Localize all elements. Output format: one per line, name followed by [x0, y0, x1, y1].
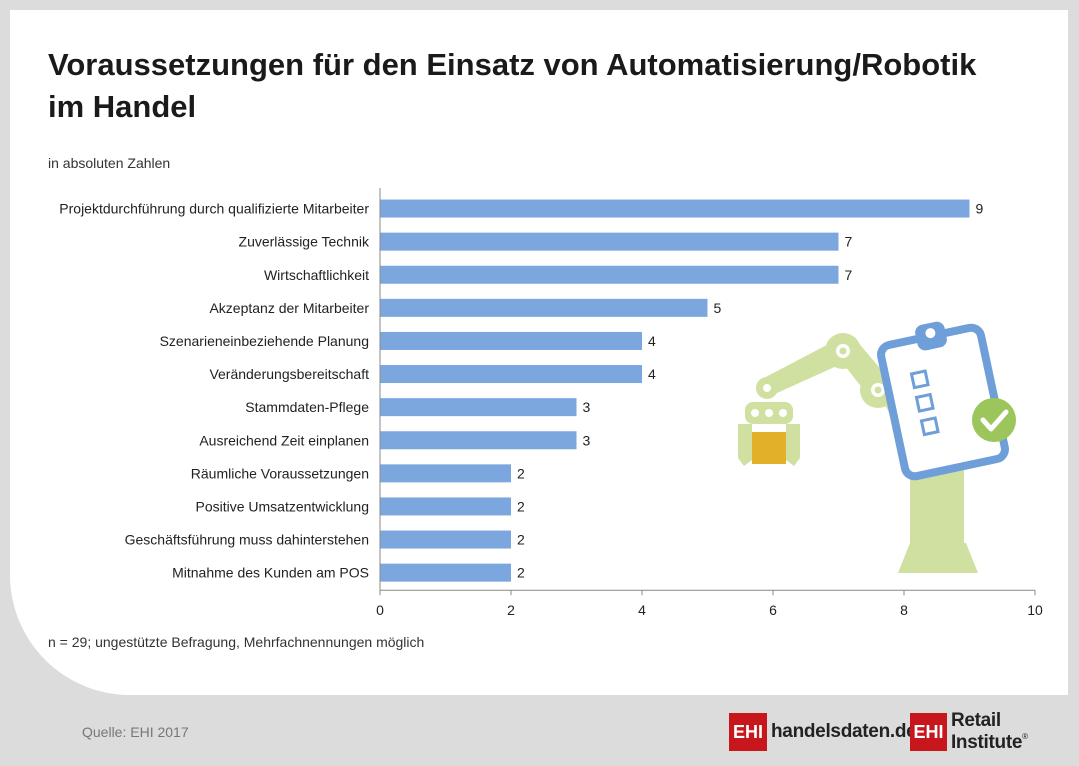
x-tick-label: 0	[376, 602, 384, 618]
category-label: Veränderungsbereitschaft	[209, 366, 369, 382]
logo-retail-institute: EHI Retail Institute®	[910, 710, 1079, 753]
x-tick-label: 4	[638, 602, 646, 618]
category-label: Wirtschaftlichkeit	[264, 267, 369, 283]
data-label: 2	[517, 465, 525, 481]
logo-text-retail-institute: Retail Institute	[950, 710, 1023, 753]
data-label: 7	[845, 267, 853, 283]
category-label: Szenarieneinbeziehende Planung	[160, 333, 369, 349]
data-label: 4	[648, 333, 656, 349]
x-tick-label: 8	[900, 602, 908, 618]
logo-text-handelsdaten: handelsdaten.de	[771, 721, 917, 742]
robot-clipboard-illustration	[738, 321, 1016, 573]
category-label: Räumliche Voraussetzungen	[191, 465, 369, 481]
bar	[380, 563, 511, 582]
data-label: 7	[845, 234, 853, 250]
bar	[380, 464, 511, 483]
sample-note: n = 29; ungestützte Befragung, Mehrfachn…	[48, 634, 425, 650]
x-tick-label: 2	[507, 602, 515, 618]
category-label: Projektdurchführung durch qualifizierte …	[59, 201, 369, 217]
data-label: 3	[583, 432, 591, 448]
chart-subtitle: in absoluten Zahlen	[48, 155, 171, 171]
x-tick-label: 6	[769, 602, 777, 618]
category-label: Akzeptanz der Mitarbeiter	[209, 300, 369, 316]
robot-gripper-left	[738, 424, 752, 466]
bar	[380, 530, 511, 549]
data-label: 4	[648, 366, 656, 382]
data-label: 2	[517, 565, 525, 581]
data-label: 2	[517, 532, 525, 548]
data-label: 2	[517, 498, 525, 514]
gripped-box	[752, 432, 786, 464]
registered-mark: ®	[1022, 732, 1028, 741]
bar	[380, 298, 708, 317]
bar	[380, 265, 839, 284]
robot-base	[898, 543, 978, 573]
data-label: 9	[976, 201, 984, 217]
bar	[380, 331, 642, 350]
category-label: Zuverlässige Technik	[239, 234, 370, 250]
bar	[380, 497, 511, 516]
ehi-logo-box: EHI	[729, 713, 767, 751]
category-label: Mitnahme des Kunden am POS	[172, 565, 369, 581]
bar	[380, 398, 577, 417]
source-label: Quelle: EHI 2017	[82, 724, 189, 740]
category-label: Stammdaten-Pflege	[245, 399, 369, 415]
bar	[380, 431, 577, 450]
category-label: Ausreichend Zeit einplanen	[199, 432, 369, 448]
category-label: Geschäftsführung muss dahinterstehen	[125, 532, 369, 548]
x-tick-label: 10	[1027, 602, 1043, 618]
data-label: 3	[583, 399, 591, 415]
logo-handelsdaten: EHI handelsdaten.de	[729, 713, 917, 751]
category-label: Positive Umsatzentwicklung	[195, 498, 369, 514]
check-icon	[972, 398, 1016, 442]
ehi-logo-box: EHI	[910, 713, 947, 751]
robot-gripper-right	[786, 424, 800, 466]
data-label: 5	[714, 300, 722, 316]
bar	[380, 199, 970, 218]
chart-title: Voraussetzungen für den Einsatz von Auto…	[48, 47, 977, 124]
bar	[380, 232, 839, 251]
bar	[380, 365, 642, 384]
